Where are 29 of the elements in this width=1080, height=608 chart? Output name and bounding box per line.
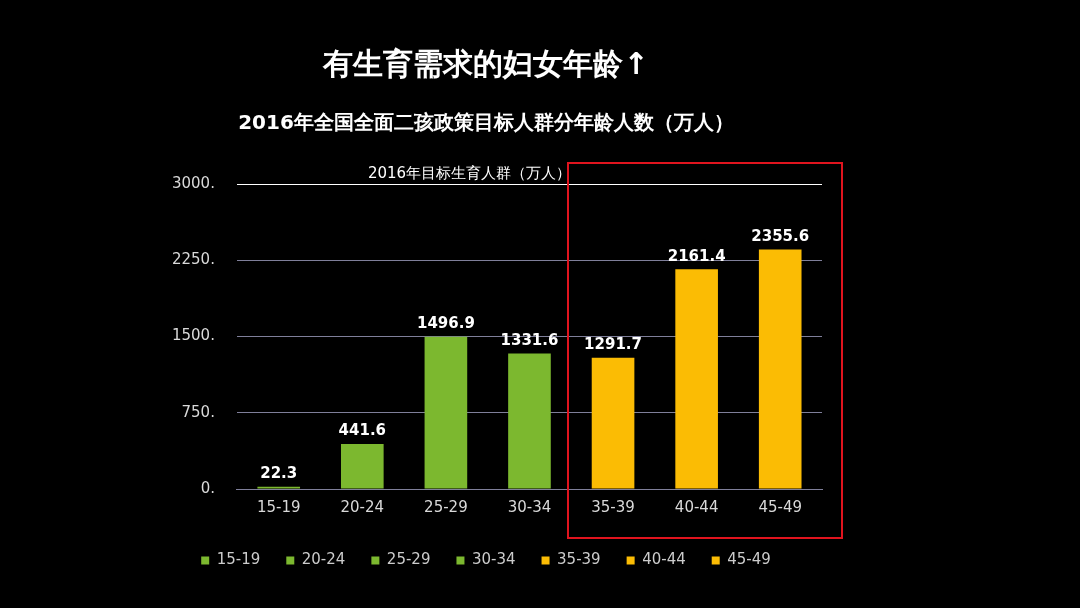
chart-title: 有生育需求的妇女年龄↑ (322, 45, 649, 81)
y-tick-label: 1500. (171, 326, 215, 345)
legend-label: 35-39 (557, 550, 601, 569)
legend-label: 40-44 (642, 550, 686, 569)
legend-label: 30-34 (471, 550, 516, 569)
y-tick-label: 0. (200, 478, 215, 497)
x-tick-label: 20-24 (340, 497, 385, 516)
data-label: 2355.6 (751, 226, 810, 245)
text: 2016年目标生育人群（万人） (367, 164, 572, 183)
data-label: 2161.4 (667, 246, 726, 265)
chart-subtitle: 2016年全国全面二孩政策目标人群分年龄人数（万人） (238, 110, 734, 135)
data-label: 441.6 (338, 421, 387, 440)
data-label: 1291.7 (584, 335, 642, 354)
legend-label: 25-29 (386, 550, 431, 569)
y-tick-label: 2250. (171, 250, 215, 269)
x-tick-label: 35-39 (591, 497, 635, 516)
legend-label: 20-24 (301, 550, 346, 569)
y-tick-label: 3000. (171, 173, 215, 192)
x-tick-label: 25-29 (424, 497, 468, 516)
y-tick-label: 750. (181, 402, 215, 421)
legend-label: 15-19 (216, 550, 261, 569)
x-tick-label: 45-49 (758, 497, 803, 516)
data-label: 22.3 (260, 464, 298, 483)
x-tick-label: 30-34 (507, 497, 552, 516)
legend-label: 45-49 (727, 550, 771, 569)
x-tick-label: 40-44 (674, 497, 719, 516)
data-label: 1496.9 (416, 314, 475, 333)
x-tick-label: 15-19 (256, 497, 301, 516)
data-label: 1331.6 (500, 331, 559, 350)
